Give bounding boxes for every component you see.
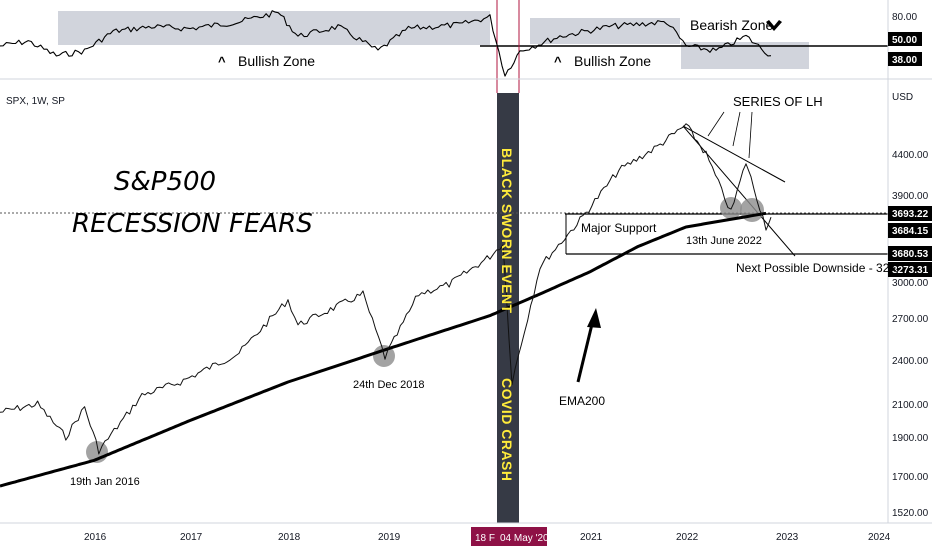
price-badge-2-bg — [888, 223, 932, 238]
y-tick-label: 3000.00 — [892, 278, 929, 289]
lh-pointer-1 — [707, 111, 725, 137]
series-of-lh-label: SERIES OF LH — [733, 94, 823, 109]
lh-pointer-3 — [748, 111, 753, 159]
y-tick-label: 2400.00 — [892, 356, 929, 367]
currency-label: USD — [892, 92, 913, 103]
ema200-label: EMA200 — [559, 394, 605, 408]
price-badge-4-bg — [888, 262, 932, 277]
lh-pointer-2 — [732, 111, 741, 147]
bullish-zone-arrow-2: ^ — [554, 54, 562, 69]
y-tick-label: 2100.00 — [892, 400, 929, 411]
x-axis-ticks: 2016 2017 2018 2019 2021 2022 2023 2024 — [84, 532, 891, 543]
price-badge-3: 3680.53 — [892, 249, 929, 260]
y-tick-label: 2700.00 — [892, 314, 929, 325]
ema-arrow-shaft — [576, 319, 595, 383]
price-badge-2: 3684.15 — [892, 226, 929, 237]
price-badge-4: 3273.31 — [892, 265, 929, 276]
x-tick-label: 2022 — [676, 532, 699, 543]
lh-trendline-upper — [682, 125, 786, 183]
x-highlight-label-1: 18 F — [475, 533, 495, 544]
price-badge-1-bg — [888, 206, 932, 221]
x-highlight-bg — [471, 527, 547, 546]
bullish-zone-label-2: Bullish Zone — [574, 53, 651, 69]
ema-arrow-head — [587, 308, 601, 328]
x-tick-label: 2024 — [868, 532, 891, 543]
bullish-zone-label-1: Bullish Zone — [238, 53, 315, 69]
osc-tick-80: 80.00 — [892, 12, 917, 23]
osc-badge-50: 50.00 — [892, 35, 917, 46]
osc-badge-38-bg — [888, 52, 922, 66]
oscillator-line-group — [0, 10, 772, 77]
y-tick-label: 1520.00 — [892, 508, 929, 519]
downside-label: Next Possible Downside - 32K — [736, 261, 897, 275]
x-tick-label: 2016 — [84, 532, 107, 543]
y-tick-label: 4400.00 — [892, 150, 929, 161]
price-line-group — [0, 123, 772, 455]
x-tick-label: 2019 — [378, 532, 401, 543]
black-swan-label: BLACK SWORN EVENT — [499, 148, 515, 314]
x-tick-label: 2018 — [278, 532, 301, 543]
spx-price-line — [0, 123, 772, 455]
oscillator-bull-zone-1 — [58, 11, 490, 45]
osc-badge-50-bg — [888, 32, 922, 46]
x-tick-label: 2023 — [776, 532, 799, 543]
chart-subtitle: RECESSION FEARS — [72, 209, 313, 239]
y-tick-label: 1700.00 — [892, 472, 929, 483]
bearish-zone-arrow — [766, 20, 782, 31]
symbol-header: SPX, 1W, SP — [6, 96, 65, 107]
bearish-zone-label: Bearish Zone — [690, 17, 773, 33]
y-tick-label: 3900.00 — [892, 191, 929, 202]
bullish-zone-arrow-1: ^ — [218, 54, 226, 69]
date-2022-label: 13th June 2022 — [686, 235, 762, 247]
oscillator-bull-zone-2 — [530, 18, 680, 44]
ema200-line — [0, 211, 767, 488]
chart-title: S&P500 — [114, 167, 216, 197]
x-highlight-label-2: 04 May '20 — [500, 533, 549, 544]
date-2016-label: 19th Jan 2016 — [70, 476, 140, 488]
x-tick-label: 2017 — [180, 532, 203, 543]
price-badge-3-bg — [888, 246, 932, 261]
price-badge-1: 3693.22 — [892, 209, 929, 220]
ema200-line-group — [0, 211, 767, 488]
y-tick-label: 1900.00 — [892, 433, 929, 444]
lh-trendline-lower — [682, 125, 796, 257]
date-2018-label: 24th Dec 2018 — [353, 379, 425, 391]
covid-crash-label: COVID CRASH — [499, 378, 515, 482]
oscillator-line — [0, 10, 772, 77]
osc-badge-38: 38.00 — [892, 55, 917, 66]
y-axis-ticks: 4400.00 3900.00 3000.00 2700.00 2400.00 2100.… — [892, 150, 929, 519]
x-tick-label: 2021 — [580, 532, 603, 543]
major-support-label: Major Support — [581, 221, 657, 235]
